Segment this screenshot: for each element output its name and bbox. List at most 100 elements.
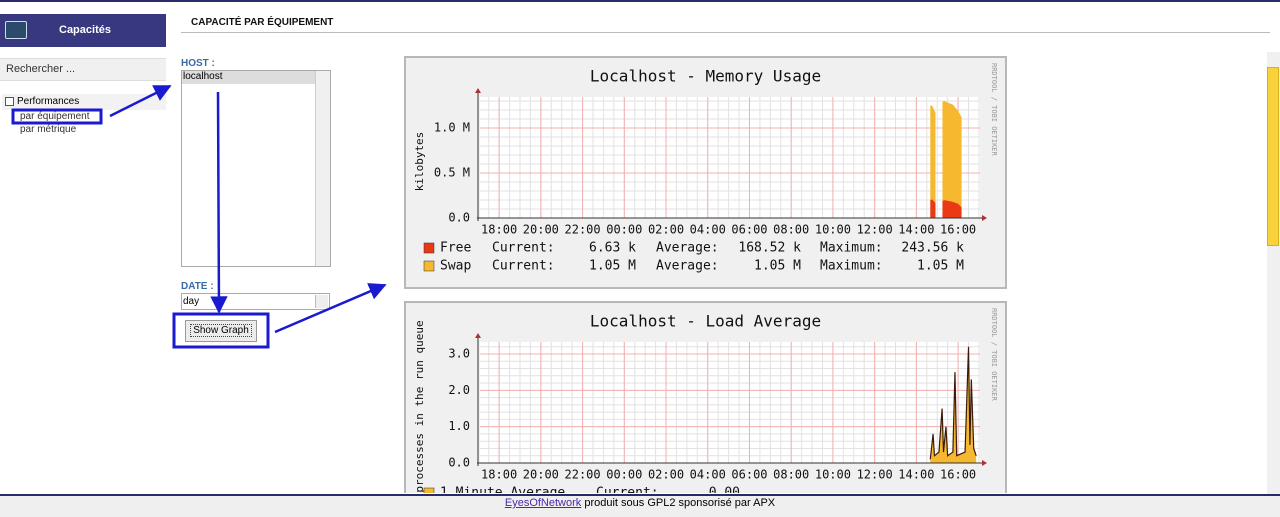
- axis-arrow: [475, 88, 481, 93]
- axis-arrow: [982, 460, 987, 466]
- scroll-thumb[interactable]: [1267, 67, 1279, 246]
- x-tick-label: 22:00: [565, 223, 601, 237]
- x-tick-label: 06:00: [731, 468, 767, 482]
- x-tick-label: 20:00: [523, 468, 559, 482]
- header-icon: [5, 21, 27, 39]
- dropdown-arrow[interactable]: [315, 295, 328, 308]
- x-tick-label: 02:00: [648, 468, 684, 482]
- y-tick-label: 1.0: [448, 419, 470, 433]
- graph-title: Localhost - Memory Usage: [590, 67, 821, 86]
- x-tick-label: 02:00: [648, 223, 684, 237]
- footer: EyesOfNetwork produit sous GPL2 sponsori…: [0, 494, 1280, 517]
- tree-child[interactable]: par métrique: [20, 124, 77, 135]
- page-title: CAPACITÉ PAR ÉQUIPEMENT: [191, 17, 334, 28]
- tree-node[interactable]: Performances: [2, 94, 166, 110]
- legend-stat: Current:: [492, 241, 555, 256]
- x-tick-label: 08:00: [773, 468, 809, 482]
- area: [930, 346, 977, 463]
- legend-stat: Average:: [656, 241, 719, 256]
- y-tick-label: 1.0 M: [434, 120, 470, 134]
- line: [929, 346, 977, 460]
- divider: [181, 32, 1270, 33]
- legend-stat: Maximum:: [820, 241, 883, 256]
- x-tick-label: 00:00: [606, 468, 642, 482]
- legend-stat: 168.52 k: [738, 241, 801, 256]
- x-tick-label: 06:00: [731, 223, 767, 237]
- host-list[interactable]: localhost: [181, 70, 331, 267]
- legend-stat: Current:: [596, 486, 659, 494]
- x-tick-label: 14:00: [898, 223, 934, 237]
- x-tick-label: 12:00: [857, 223, 893, 237]
- arrow: [109, 84, 172, 118]
- plot-area: [480, 97, 980, 218]
- y-axis-label: processes in the run queue: [413, 320, 426, 492]
- legend-swatch: [423, 242, 435, 254]
- sidebar-header[interactable]: Capacités: [0, 14, 166, 47]
- highlight-box: [172, 312, 270, 349]
- x-tick-label: 08:00: [773, 223, 809, 237]
- tree-label: Performances: [17, 96, 80, 107]
- legend-name: 1 Minute Average: [440, 486, 565, 494]
- arrow: [274, 283, 387, 334]
- legend-swatch: [423, 487, 435, 493]
- annotations: [11, 84, 387, 349]
- x-tick-label: 14:00: [898, 468, 934, 482]
- arrow: [210, 91, 228, 314]
- watermark: RRDTOOL / TOBI OETIKER: [990, 63, 998, 157]
- x-tick-label: 10:00: [815, 223, 851, 237]
- host-label: HOST :: [181, 58, 215, 69]
- legend-stat: 1.05 M: [589, 259, 636, 274]
- top-border: [0, 0, 1280, 2]
- legend-stat: Current:: [492, 259, 555, 274]
- axis-arrow: [475, 333, 481, 338]
- tree-child[interactable]: par équipement: [20, 111, 90, 122]
- x-tick-label: 22:00: [565, 468, 601, 482]
- date-value: day: [183, 296, 200, 307]
- graph-title: Localhost - Load Average: [590, 312, 821, 331]
- x-tick-label: 18:00: [481, 223, 517, 237]
- search-box[interactable]: Rechercher ...: [0, 58, 166, 81]
- legend-stat: 0.00: [709, 486, 740, 494]
- x-tick-label: 04:00: [690, 223, 726, 237]
- list-scrollbar[interactable]: [315, 71, 330, 266]
- y-tick-label: 2.0: [448, 383, 470, 397]
- legend-stat: 243.56 k: [901, 241, 964, 256]
- area: [930, 100, 962, 208]
- legend-stat: Maximum:: [820, 259, 883, 274]
- collapse-toggle[interactable]: [5, 97, 14, 106]
- x-tick-label: 18:00: [481, 468, 517, 482]
- axis-arrow: [982, 215, 987, 221]
- legend-swatch: [423, 260, 435, 272]
- x-tick-label: 10:00: [815, 468, 851, 482]
- area: [930, 199, 962, 218]
- y-axis-label: kilobytes: [413, 132, 426, 192]
- legend-stat: 6.63 k: [589, 241, 636, 256]
- plot-area: [480, 342, 980, 463]
- x-tick-label: 16:00: [940, 468, 976, 482]
- x-tick-label: 16:00: [940, 223, 976, 237]
- host-option[interactable]: localhost: [182, 71, 315, 84]
- header-label: Capacités: [59, 24, 111, 36]
- x-tick-label: 12:00: [857, 468, 893, 482]
- graph-panel: Localhost - Memory Usage RRDTOOL / TOBI O…: [11, 56, 1007, 494]
- x-tick-label: 04:00: [690, 468, 726, 482]
- footer-link[interactable]: EyesOfNetwork: [504, 497, 582, 509]
- footer-text: produit sous GPL2 sponsorisé par APX: [584, 497, 776, 509]
- button-label: Show Graph: [190, 324, 252, 337]
- legend-stat: 1.05 M: [754, 259, 801, 274]
- legend-name: Free: [440, 241, 471, 256]
- legend-stat: 1.05 M: [917, 259, 964, 274]
- legend-stat: Average:: [656, 259, 719, 274]
- watermark: RRDTOOL / TOBI OETIKER: [990, 308, 998, 402]
- y-tick-label: 3.0: [448, 346, 470, 360]
- x-tick-label: 00:00: [606, 223, 642, 237]
- y-tick-label: 0.0: [448, 456, 470, 470]
- highlight-box: [11, 108, 103, 125]
- y-tick-label: 0.5 M: [434, 165, 470, 179]
- x-tick-label: 20:00: [523, 223, 559, 237]
- y-tick-label: 0.0: [448, 211, 470, 225]
- legend-name: Swap: [440, 259, 471, 274]
- show-graph-button[interactable]: Show Graph: [185, 320, 257, 342]
- date-label: DATE :: [181, 281, 214, 292]
